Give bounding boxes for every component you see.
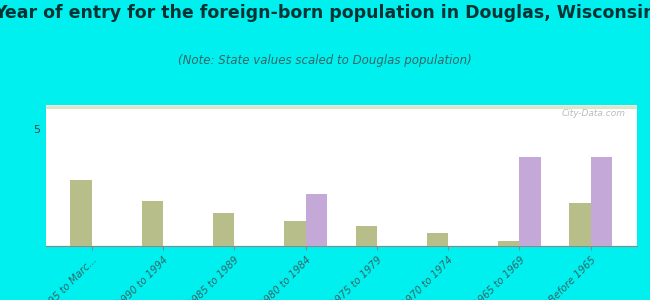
Bar	[213, 213, 235, 246]
Bar	[356, 226, 377, 246]
Bar	[70, 180, 92, 246]
Bar	[46, 107, 637, 109]
Bar	[46, 106, 637, 108]
Bar	[46, 106, 637, 107]
Bar	[46, 106, 637, 107]
Bar	[46, 106, 637, 108]
Bar	[46, 106, 637, 108]
Bar	[569, 202, 591, 246]
Bar	[284, 221, 306, 246]
Bar	[46, 106, 637, 108]
Bar	[427, 233, 448, 246]
Bar	[46, 105, 637, 107]
Bar	[46, 106, 637, 108]
Bar	[46, 105, 637, 107]
Bar	[46, 105, 637, 107]
Bar	[498, 241, 519, 246]
Bar	[46, 105, 637, 107]
Bar	[519, 157, 541, 246]
Bar	[46, 106, 637, 108]
Text: (Note: State values scaled to Douglas population): (Note: State values scaled to Douglas po…	[178, 54, 472, 67]
Bar	[46, 106, 637, 108]
Bar	[591, 157, 612, 246]
Bar	[46, 105, 637, 107]
Bar	[46, 106, 637, 108]
Bar	[46, 105, 637, 107]
Bar	[46, 106, 637, 107]
Bar	[142, 201, 163, 246]
Bar	[46, 106, 637, 108]
Bar	[46, 106, 637, 108]
Bar	[46, 105, 637, 107]
Bar	[46, 105, 637, 107]
Bar	[46, 105, 637, 107]
Bar	[46, 106, 637, 108]
Bar	[46, 106, 637, 108]
Bar	[46, 106, 637, 108]
Bar	[46, 106, 637, 108]
Bar	[46, 105, 637, 107]
Bar	[46, 107, 637, 108]
Bar	[46, 105, 637, 107]
Bar	[46, 106, 637, 108]
Bar	[46, 105, 637, 107]
Bar	[46, 106, 637, 108]
Bar	[46, 107, 637, 109]
Bar	[46, 106, 637, 108]
Bar	[46, 106, 637, 108]
Bar	[46, 105, 637, 107]
Bar	[46, 106, 637, 107]
Bar	[46, 105, 637, 107]
Bar	[46, 106, 637, 108]
Bar	[46, 106, 637, 107]
Bar	[46, 106, 637, 107]
Bar	[46, 106, 637, 107]
Bar	[46, 106, 637, 108]
Bar	[46, 106, 637, 108]
Bar	[46, 106, 637, 107]
Bar	[46, 106, 637, 108]
Bar	[46, 105, 637, 107]
Text: Year of entry for the foreign-born population in Douglas, Wisconsin: Year of entry for the foreign-born popul…	[0, 4, 650, 22]
Bar	[46, 106, 637, 108]
Bar	[46, 105, 637, 107]
Bar	[46, 105, 637, 107]
Bar	[46, 106, 637, 108]
Bar	[46, 106, 637, 107]
Bar	[46, 106, 637, 108]
Bar	[46, 105, 637, 107]
Text: City-Data.com: City-Data.com	[561, 109, 625, 118]
Bar	[46, 106, 637, 108]
Bar	[46, 106, 637, 108]
Bar	[46, 106, 637, 108]
Bar	[46, 106, 637, 108]
Bar	[46, 107, 637, 108]
Bar	[46, 106, 637, 108]
Bar	[306, 194, 327, 246]
Bar	[46, 106, 637, 108]
Bar	[46, 105, 637, 107]
Bar	[46, 106, 637, 107]
Bar	[46, 106, 637, 108]
Bar	[46, 106, 637, 108]
Bar	[46, 106, 637, 107]
Bar	[46, 105, 637, 107]
Bar	[46, 106, 637, 108]
Bar	[46, 106, 637, 107]
Bar	[46, 106, 637, 108]
Bar	[46, 106, 637, 108]
Bar	[46, 106, 637, 107]
Bar	[46, 106, 637, 108]
Bar	[46, 105, 637, 107]
Bar	[46, 106, 637, 108]
Bar	[46, 106, 637, 107]
Bar	[46, 106, 637, 108]
Bar	[46, 106, 637, 107]
Bar	[46, 107, 637, 109]
